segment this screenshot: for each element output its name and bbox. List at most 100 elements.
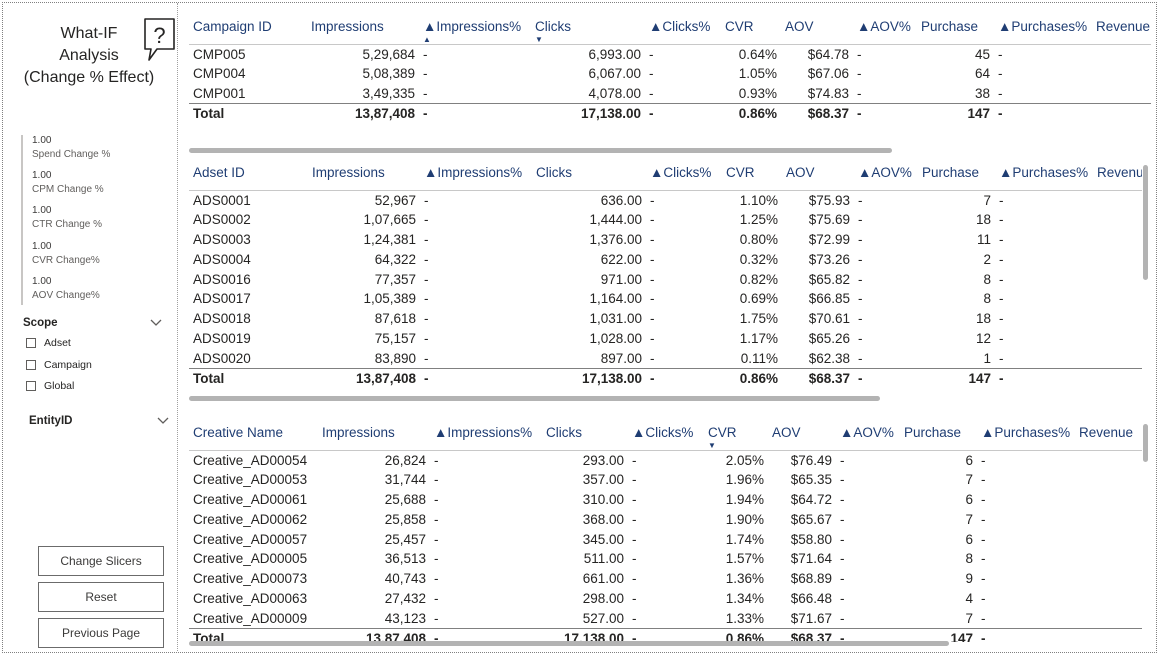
row-label-cell[interactable]: ADS0020 <box>193 350 251 366</box>
column-header[interactable]: ▲Impressions% ▲ <box>419 10 531 45</box>
row-label-cell[interactable]: CMP001 <box>193 85 246 101</box>
row-label-cell[interactable]: Total <box>189 102 307 124</box>
row-label-cell[interactable]: Creative_AD00053 <box>193 472 308 488</box>
row-label-cell[interactable]: ADS0019 <box>193 330 251 346</box>
row-label-cell[interactable]: ADS0003 <box>193 231 251 247</box>
chevron-down-icon[interactable] <box>150 319 162 327</box>
checkbox-icon[interactable] <box>26 338 36 348</box>
row-label-cell[interactable]: ADS0004 <box>193 251 251 267</box>
column-header[interactable]: ▲Clicks% <box>645 10 721 45</box>
column-header[interactable]: Campaign ID <box>189 10 307 45</box>
column-header[interactable]: Impressions <box>318 416 430 451</box>
scope-option-global[interactable]: Global <box>26 380 74 392</box>
table-row[interactable]: CMP0055,29,684-6,993.00-0.64%$64.78-45-$… <box>189 44 1151 64</box>
row-label-cell[interactable]: Creative_AD00054 <box>193 452 308 468</box>
column-header[interactable]: ▲Purchases% <box>995 156 1093 191</box>
row-label-cell[interactable]: Creative_AD00063 <box>193 590 308 606</box>
column-header[interactable]: CVR <box>721 10 781 45</box>
reset-button[interactable]: Reset <box>38 582 164 612</box>
table-row[interactable]: Creative_AD00053 31,744-357.00-1.96% $65.3… <box>189 470 1142 490</box>
column-header[interactable]: ▲Clicks% <box>628 416 704 451</box>
table-row[interactable]: ADS00171,05,389-1,164.00-0.69%$66.85-8-$… <box>189 289 1142 309</box>
row-label-cell[interactable]: ADS0001 <box>193 192 251 208</box>
row-label-cell[interactable]: Creative_AD00062 <box>193 511 308 527</box>
row-label-cell[interactable]: Total <box>189 627 318 642</box>
column-header[interactable]: AOV <box>782 156 854 191</box>
row-label-cell[interactable]: CMP005 <box>193 46 246 62</box>
column-header[interactable]: ▲Clicks% <box>646 156 722 191</box>
previous-page-button[interactable]: Previous Page <box>38 618 164 648</box>
table-row[interactable]: Creative_AD00057 25,457-345.00-1.74% $58.8… <box>189 529 1142 549</box>
param-cvr-change[interactable]: 1.00 CVR Change% <box>32 240 100 266</box>
column-header[interactable]: CVR ▼ <box>704 416 768 451</box>
row-label-cell[interactable]: ADS0016 <box>193 271 251 287</box>
column-header[interactable]: Purchase <box>918 156 995 191</box>
table-row[interactable]: Creative_AD00009 43,123-527.00-1.33% $71.6… <box>189 608 1142 628</box>
table-row[interactable]: ADS0003 1,24,381-1,376.00-0.80% $72.99-11-… <box>189 230 1142 250</box>
row-label-cell[interactable]: ADS0002 <box>193 212 251 228</box>
table-row[interactable]: Creative_AD00073 40,743-661.00-1.36% $68.8… <box>189 569 1142 589</box>
row-label-cell[interactable]: Creative_AD00061 <box>193 491 308 507</box>
column-header[interactable]: Creative Name <box>189 416 318 451</box>
param-ctr-change[interactable]: 1.00 CTR Change % <box>32 205 103 231</box>
column-header[interactable]: ▲Purchases% <box>994 10 1092 45</box>
table-row[interactable]: ADS001975,157-1,028.00-1.17%$65.26-12-$7… <box>189 329 1142 349</box>
table-row[interactable]: ADS001887,618-1,031.00-1.75%$70.61-18-$1… <box>189 309 1142 329</box>
column-header[interactable]: Adset ID <box>189 156 308 191</box>
question-bubble-icon[interactable]: ? <box>143 17 177 63</box>
column-header[interactable]: Revenue <box>1075 416 1142 451</box>
sort-descending-icon[interactable]: ▼ <box>708 440 716 450</box>
table-row[interactable]: Creative_AD00062 25,858-368.00-1.90% $65.6… <box>189 509 1142 529</box>
column-header[interactable]: AOV <box>768 416 836 451</box>
row-label-cell[interactable]: Creative_AD00005 <box>193 551 308 567</box>
table-row[interactable]: Creative_AD00005 36,513-511.00-1.57% $71.6… <box>189 549 1142 569</box>
vertical-scrollbar[interactable] <box>1143 165 1148 280</box>
row-label-cell[interactable]: ADS0018 <box>193 311 251 327</box>
column-header[interactable]: Purchase <box>917 10 994 45</box>
checkbox-icon[interactable] <box>26 360 36 370</box>
column-header[interactable]: Impressions <box>307 10 419 45</box>
sort-descending-icon[interactable]: ▼ <box>535 34 543 44</box>
table-row[interactable]: CMP0045,08,389-6,067.00-1.05%$67.06-64-$… <box>189 64 1151 84</box>
horizontal-scrollbar[interactable] <box>189 148 892 153</box>
column-header[interactable]: Clicks <box>532 156 646 191</box>
column-header[interactable]: ▲AOV% <box>854 156 918 191</box>
column-header[interactable]: Clicks <box>542 416 628 451</box>
column-header[interactable]: Clicks ▼ <box>531 10 645 45</box>
row-label-cell[interactable]: Creative_AD00057 <box>193 531 308 547</box>
table-row[interactable]: Creative_AD00054 26,824-293.00-2.05% $76.4… <box>189 450 1142 470</box>
table-row[interactable]: Creative_AD00061 25,688-310.00-1.94% $64.7… <box>189 490 1142 510</box>
vertical-scrollbar[interactable] <box>1143 424 1148 462</box>
chevron-down-icon[interactable] <box>157 417 169 425</box>
column-header[interactable]: ▲Purchases% <box>977 416 1075 451</box>
table-row[interactable]: ADS0002 1,07,665-1,444.00-1.25% $75.69-18-… <box>189 210 1142 230</box>
row-label-cell[interactable]: Creative_AD00073 <box>193 571 308 587</box>
column-header[interactable]: ▲AOV% <box>853 10 917 45</box>
column-header[interactable]: Purchase <box>900 416 977 451</box>
column-header[interactable]: AOV <box>781 10 853 45</box>
horizontal-scrollbar[interactable] <box>189 641 949 646</box>
change-slicers-button[interactable]: Change Slicers <box>38 546 164 576</box>
column-header[interactable]: Revenue <box>1093 156 1142 191</box>
horizontal-scrollbar[interactable] <box>189 396 880 401</box>
checkbox-icon[interactable] <box>26 381 36 391</box>
sort-ascending-icon[interactable]: ▲ <box>423 34 431 44</box>
table-row[interactable]: Creative_AD00063 27,432-298.00-1.34% $66.4… <box>189 589 1142 609</box>
column-header[interactable]: Revenue <box>1092 10 1151 45</box>
row-label-cell[interactable]: Total <box>189 367 308 389</box>
column-header[interactable]: CVR <box>722 156 782 191</box>
row-label-cell[interactable]: Creative_AD00009 <box>193 610 308 626</box>
column-header[interactable]: ▲AOV% <box>836 416 900 451</box>
column-header[interactable]: ▲Impressions% <box>430 416 542 451</box>
param-cpm-change[interactable]: 1.00 CPM Change % <box>32 170 104 196</box>
column-header[interactable]: Impressions <box>308 156 420 191</box>
scope-option-adset[interactable]: Adset <box>26 337 71 349</box>
param-aov-change[interactable]: 1.00 AOV Change% <box>32 275 100 301</box>
column-header[interactable]: ▲Impressions% <box>420 156 532 191</box>
row-label-cell[interactable]: CMP004 <box>193 66 246 82</box>
table-row[interactable]: CMP0013,49,335-4,078.00-0.93%$74.83-38-$… <box>189 84 1151 104</box>
